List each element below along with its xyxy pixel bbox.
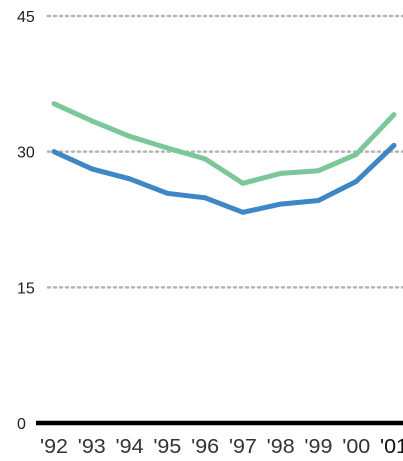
series-1-point-2 — [127, 133, 133, 139]
x-tick-label-8: '00 — [342, 436, 370, 458]
y-axis-tick-labels: 0 15 30 45 — [17, 9, 35, 433]
series-2-point-2 — [127, 176, 133, 182]
series-1-point-0 — [51, 101, 57, 107]
y-tick-label-15: 15 — [17, 280, 35, 297]
x-tick-label-4: '96 — [191, 436, 219, 458]
x-tick-label-9: '01 — [380, 436, 403, 458]
series-2-point-8 — [353, 179, 359, 185]
x-tick-label-2: '94 — [116, 436, 144, 458]
series-2-point-3 — [164, 190, 170, 196]
series-1-point-7 — [315, 168, 321, 174]
y-tick-label-30: 30 — [17, 145, 35, 162]
series-1-point-5 — [240, 180, 246, 186]
y-tick-label-0: 0 — [17, 416, 26, 433]
series-2-point-1 — [89, 166, 95, 172]
series-1-point-4 — [202, 156, 208, 162]
gridlines — [46, 14, 403, 289]
x-tick-label-7: '99 — [304, 436, 332, 458]
x-tick-label-6: '98 — [267, 436, 295, 458]
series-1-point-9 — [391, 112, 397, 118]
data-series — [51, 101, 397, 215]
series-2-point-0 — [51, 149, 57, 155]
series-2-point-9 — [391, 142, 397, 148]
series-1-point-3 — [164, 145, 170, 151]
series-2-point-6 — [278, 201, 284, 207]
x-tick-label-3: '95 — [153, 436, 181, 458]
series-1-point-8 — [353, 151, 359, 157]
series-2-point-5 — [240, 209, 246, 215]
series-2-point-7 — [315, 198, 321, 204]
x-axis-tick-labels: '92 '93 '94 '95 '96 '97 '98 '99 '00 '01 — [40, 436, 403, 458]
x-tick-label-5: '97 — [229, 436, 257, 458]
series-line-2 — [52, 143, 396, 215]
series-1-point-6 — [278, 170, 284, 176]
series-line-1 — [52, 101, 396, 186]
x-tick-label-1: '93 — [78, 436, 106, 458]
y-tick-label-45: 45 — [17, 9, 35, 26]
x-tick-label-0: '92 — [40, 436, 68, 458]
series-1-point-1 — [89, 118, 95, 124]
series-2-point-4 — [202, 195, 208, 201]
